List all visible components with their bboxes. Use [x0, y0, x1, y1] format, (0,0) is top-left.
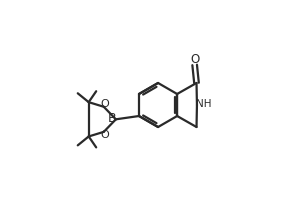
Text: B: B	[107, 112, 116, 125]
Text: O: O	[100, 99, 109, 109]
Text: O: O	[190, 53, 199, 66]
Text: O: O	[100, 130, 109, 140]
Text: NH: NH	[196, 99, 212, 109]
